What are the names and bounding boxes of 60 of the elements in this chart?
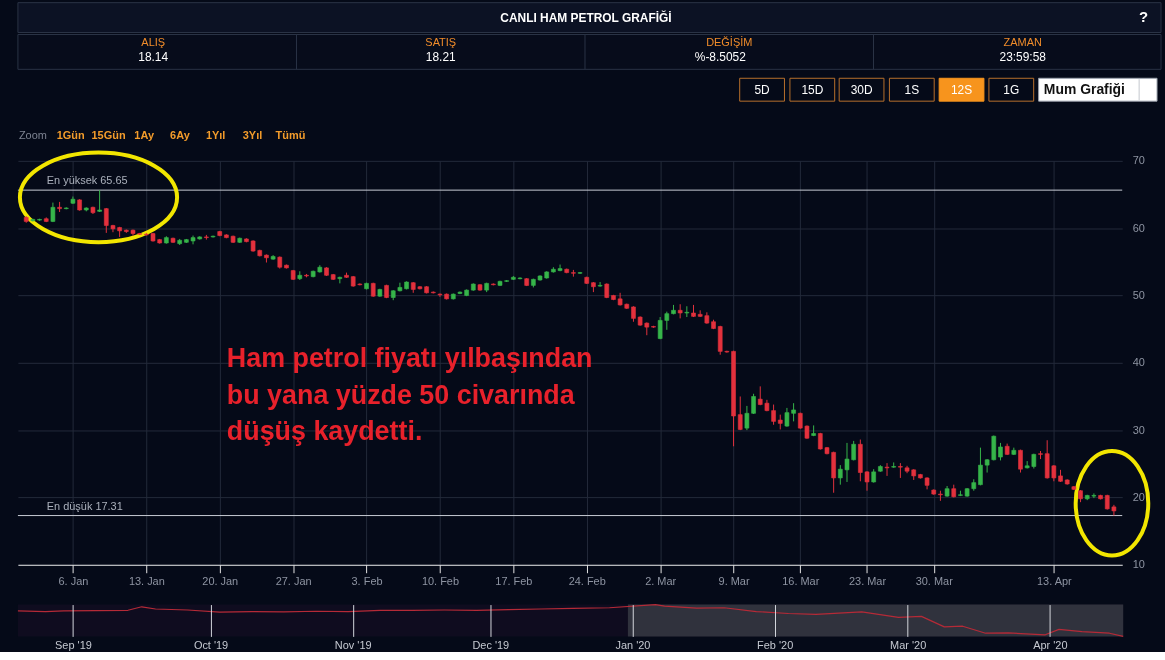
text: 6Ay bbox=[170, 128, 191, 141]
ref-line-label: En yüksek 65.65 bbox=[46, 174, 128, 187]
x-tick-label: 2. Mar bbox=[645, 575, 677, 588]
x-tick-label: 30. Mar bbox=[915, 575, 954, 588]
x-tick-label: 16. Mar bbox=[782, 575, 820, 588]
text: ZAMAN bbox=[1003, 36, 1042, 49]
candlestick bbox=[884, 462, 890, 477]
x-tick-label: 3. Feb bbox=[351, 575, 383, 588]
text: 18.21 bbox=[425, 50, 457, 65]
text: Zoom bbox=[18, 128, 47, 141]
x-tick-label: 27. Jan bbox=[275, 575, 312, 588]
text: 12S bbox=[950, 83, 973, 98]
x-tick-label: 13. Apr bbox=[1037, 575, 1073, 588]
x-tick-label: Sep '19 bbox=[55, 638, 92, 651]
text: Mum Grafiği bbox=[1043, 81, 1125, 98]
y-tick-label: 50 bbox=[1132, 288, 1145, 301]
text: DEĞİŞİM bbox=[706, 36, 753, 49]
text: ? bbox=[1139, 7, 1149, 25]
x-tick-label: Mar '20 bbox=[890, 638, 927, 651]
text: 1Ay bbox=[134, 128, 155, 141]
annotation: Ham petrol fiyatı yılbaşından bu yana yüzde 50 civarında düşüş kaydetti. bbox=[226, 342, 593, 447]
candlestick bbox=[737, 395, 743, 431]
x-tick-label: 20. Jan bbox=[202, 575, 239, 588]
text: CANLI HAM PETROL GRAFİĞİ bbox=[500, 9, 672, 25]
text: 1S bbox=[904, 83, 920, 98]
y-tick-label: 40 bbox=[1132, 356, 1145, 369]
x-tick-label: Oct '19 bbox=[193, 638, 229, 651]
x-tick-label: Feb '20 bbox=[757, 638, 794, 651]
text: %-8.5052 bbox=[694, 50, 747, 65]
text: 3Yıl bbox=[242, 128, 263, 141]
text: 1Yıl bbox=[205, 128, 226, 141]
x-tick-label: 17. Feb bbox=[495, 575, 533, 588]
x-tick-label: 13. Jan bbox=[128, 575, 165, 588]
text: 30D bbox=[850, 83, 873, 98]
text: 1G bbox=[1003, 83, 1020, 98]
x-tick-label: Apr '20 bbox=[1033, 638, 1068, 651]
text: 15Gün bbox=[91, 128, 126, 141]
y-tick-label: 10 bbox=[1132, 558, 1145, 571]
x-tick-label: 9. Mar bbox=[718, 575, 750, 588]
text: 1Gün bbox=[56, 128, 85, 141]
y-tick-label: 60 bbox=[1132, 221, 1145, 234]
x-tick-label: 10. Feb bbox=[421, 575, 459, 588]
x-tick-label: 6. Jan bbox=[58, 575, 89, 588]
text: 18.14 bbox=[138, 50, 169, 65]
y-tick-label: 70 bbox=[1132, 154, 1145, 167]
x-tick-label: Nov '19 bbox=[334, 638, 372, 651]
candlestick bbox=[597, 281, 603, 288]
y-tick-label: 20 bbox=[1132, 490, 1145, 503]
ref-line-label: En düşük 17.31 bbox=[46, 499, 123, 512]
text: ALIŞ bbox=[141, 36, 166, 49]
text: Tümü bbox=[275, 128, 306, 141]
x-tick-label: Dec '19 bbox=[472, 638, 510, 651]
x-tick-label: 23. Mar bbox=[848, 575, 887, 588]
y-tick-label: 30 bbox=[1132, 423, 1145, 436]
text: 15D bbox=[801, 83, 824, 98]
text: 23:59:58 bbox=[999, 50, 1047, 65]
x-tick-label: 24. Feb bbox=[568, 575, 606, 588]
text: 5D bbox=[754, 83, 771, 98]
text: SATIŞ bbox=[425, 36, 457, 49]
x-tick-label: Jan '20 bbox=[615, 638, 651, 651]
